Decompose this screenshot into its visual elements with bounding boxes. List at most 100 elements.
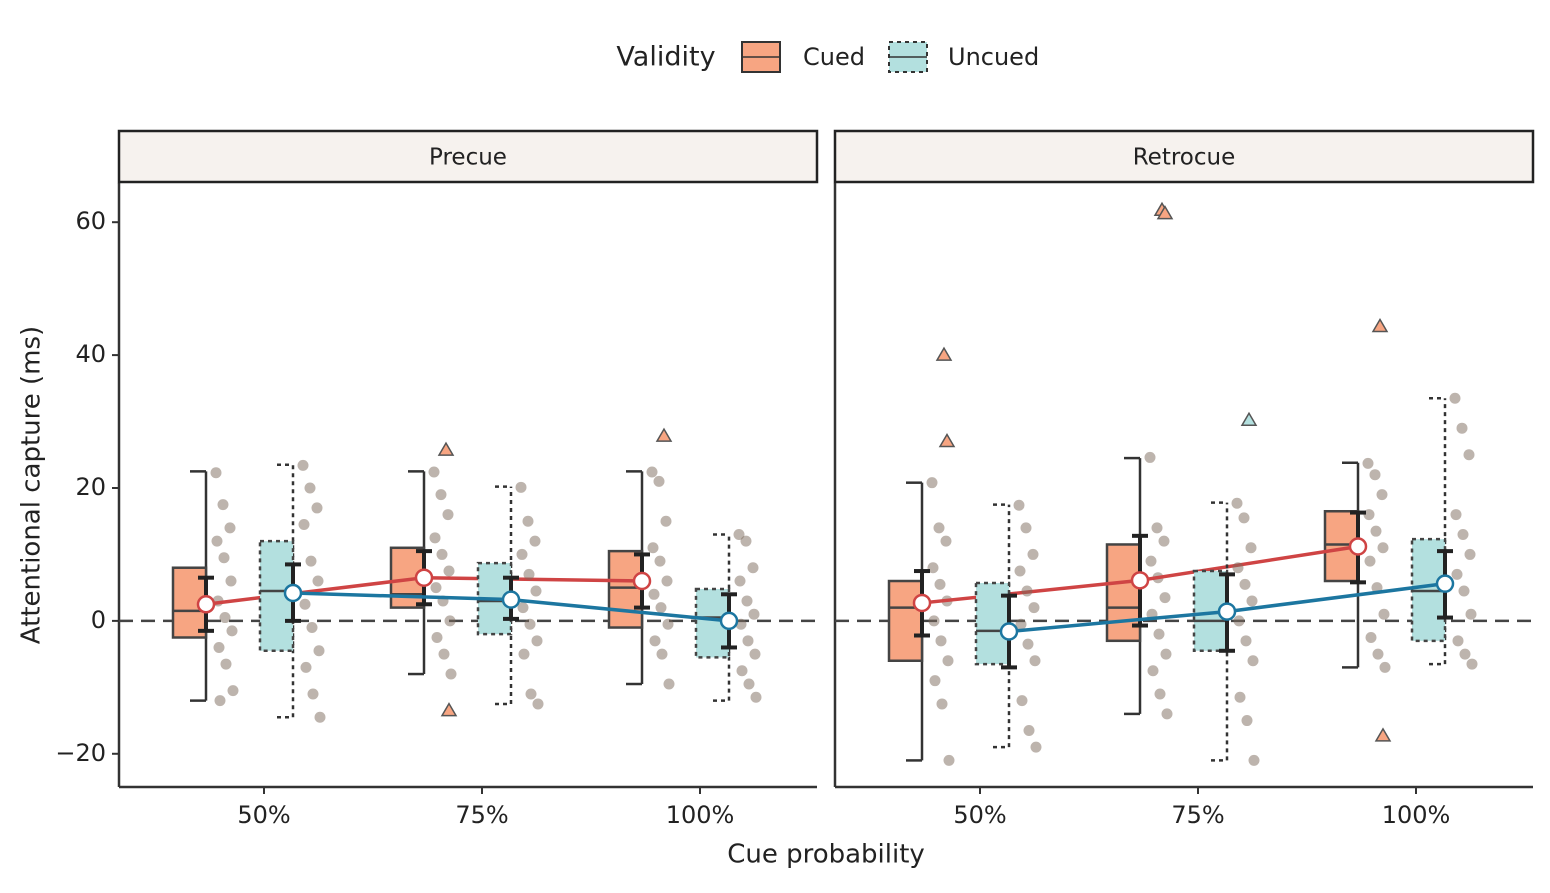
data-point [1456, 422, 1468, 434]
outlier [437, 441, 455, 456]
data-point [530, 585, 542, 597]
data-point [943, 754, 955, 766]
mean-point [1217, 602, 1237, 621]
data-point [1238, 512, 1250, 524]
data-point [531, 635, 543, 647]
data-point [1246, 595, 1258, 607]
data-point [518, 648, 530, 660]
data-point [517, 602, 529, 614]
data-point [1234, 691, 1246, 703]
facet-label: Retrocue [1133, 145, 1236, 171]
data-point [1365, 631, 1377, 643]
data-point [306, 622, 318, 634]
data-point [1451, 568, 1463, 580]
data-point [1450, 509, 1462, 521]
data-point [1030, 741, 1042, 753]
data-point [1245, 542, 1257, 554]
data-point [733, 529, 745, 541]
x-tick-label: 75% [455, 801, 508, 829]
data-point [1459, 648, 1471, 660]
data-point [936, 698, 948, 710]
data-point [929, 675, 941, 687]
outlier [1240, 411, 1258, 426]
data-point [220, 658, 232, 670]
x-tick-label: 50% [953, 801, 1006, 829]
data-point [942, 655, 954, 667]
data-point [656, 648, 668, 660]
data-point [515, 481, 527, 493]
y-tick-label: 20 [75, 473, 106, 501]
data-point [935, 635, 947, 647]
mean-point [1435, 574, 1455, 593]
data-point [934, 578, 946, 590]
data-point [1015, 618, 1027, 630]
x-tick-label: 100% [666, 801, 735, 829]
data-point [431, 631, 443, 643]
data-point [1232, 562, 1244, 574]
data-point [1465, 608, 1477, 620]
data-point [529, 535, 541, 547]
data-point [219, 612, 231, 624]
data-point [300, 661, 312, 673]
data-point [661, 575, 673, 587]
outlier [1156, 205, 1174, 220]
data-point [926, 477, 938, 489]
data-point [214, 695, 226, 707]
data-point [1464, 548, 1476, 560]
data-point [747, 562, 759, 574]
data-point [307, 688, 319, 700]
data-point [1160, 648, 1172, 660]
data-point [743, 678, 755, 690]
data-point [305, 555, 317, 567]
data-point [524, 618, 536, 630]
data-point [1233, 615, 1245, 627]
data-point [532, 698, 544, 710]
x-tick-label: 75% [1171, 801, 1224, 829]
data-point [442, 509, 454, 521]
data-point [1154, 688, 1166, 700]
data-point [445, 668, 457, 680]
data-point [741, 595, 753, 607]
data-point [742, 635, 754, 647]
data-point [210, 467, 222, 479]
data-point [1153, 628, 1165, 640]
data-point [1014, 565, 1026, 577]
data-point [653, 475, 665, 487]
data-point [734, 575, 746, 587]
data-point [654, 555, 666, 567]
mean-point [501, 590, 521, 609]
mean-point [414, 568, 434, 587]
data-point [750, 691, 762, 703]
data-point [435, 489, 447, 501]
mean-point [719, 611, 739, 631]
data-point [740, 535, 752, 547]
mean-point [632, 571, 652, 591]
data-point [1370, 525, 1382, 537]
data-point [735, 618, 747, 630]
data-point [1020, 522, 1032, 534]
data-point [314, 711, 326, 723]
data-point [1364, 555, 1376, 567]
data-point [1147, 665, 1159, 677]
data-point [299, 598, 311, 610]
data-point [736, 665, 748, 677]
data-point [1240, 635, 1252, 647]
data-point [1231, 497, 1243, 509]
data-point [1363, 509, 1375, 521]
data-point [1377, 542, 1389, 554]
outlier [938, 432, 956, 448]
data-point [1145, 555, 1157, 567]
legend-title: Validity [616, 42, 715, 73]
data-point [298, 519, 310, 531]
data-point [1021, 585, 1033, 597]
y-tick-label: 60 [75, 207, 106, 235]
legend-label: Uncued [948, 43, 1039, 71]
mean-point [1348, 537, 1368, 556]
outlier [1371, 318, 1389, 333]
data-point [649, 635, 661, 647]
data-point [444, 615, 456, 627]
y-tick-label: 0 [91, 606, 106, 634]
mean-point [283, 583, 303, 603]
data-point [1362, 457, 1374, 469]
data-point [1379, 661, 1391, 673]
